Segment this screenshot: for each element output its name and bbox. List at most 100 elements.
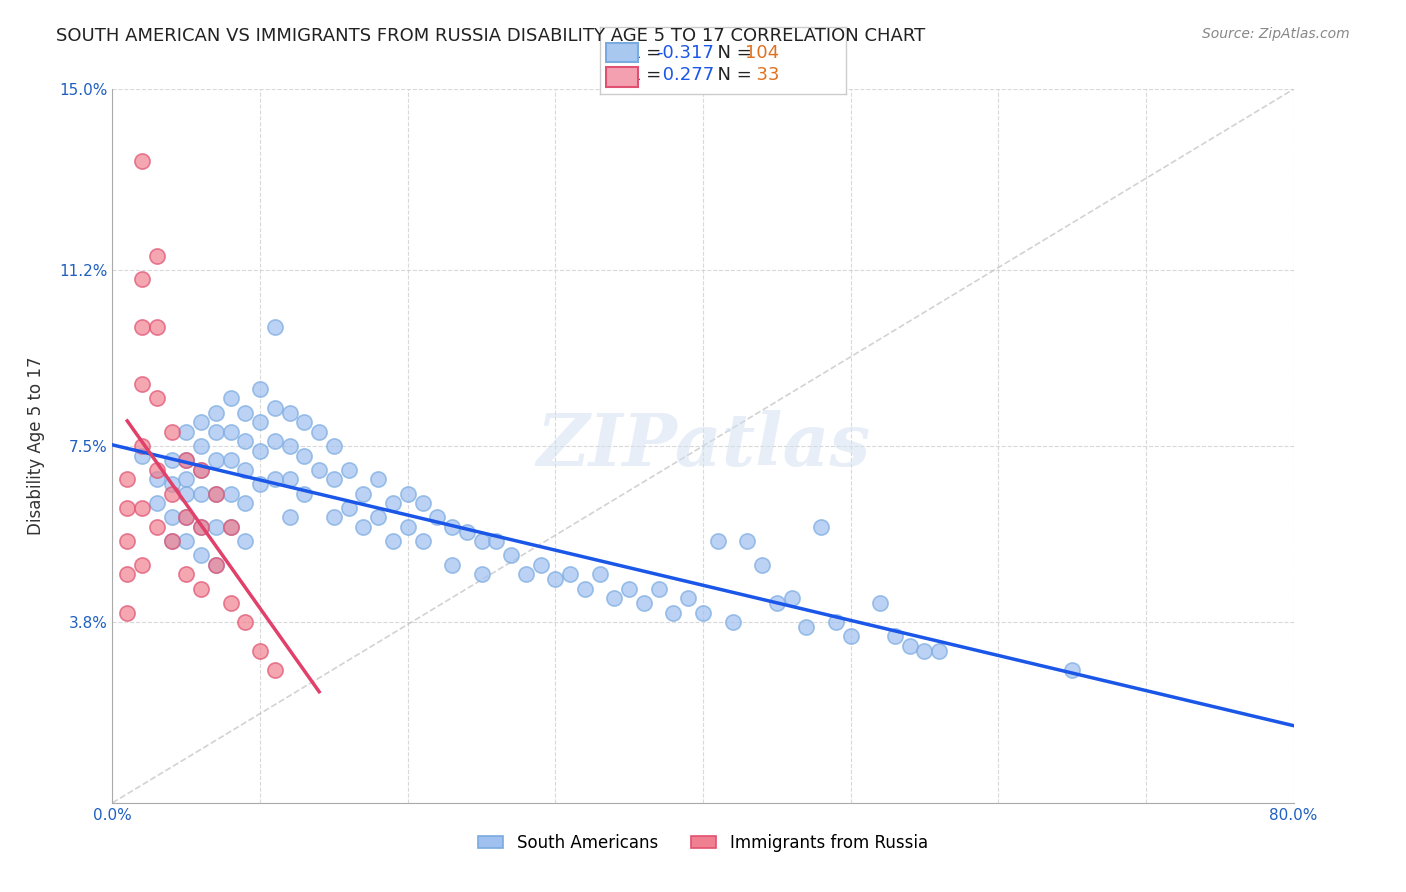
Text: 33: 33 bbox=[745, 66, 780, 84]
Point bbox=[160, 510, 183, 524]
Point bbox=[219, 486, 242, 500]
Point bbox=[558, 567, 582, 582]
Point bbox=[411, 534, 433, 549]
Point bbox=[160, 477, 183, 491]
Point bbox=[367, 472, 389, 486]
Point bbox=[174, 510, 197, 524]
Point bbox=[898, 639, 921, 653]
Point bbox=[1062, 663, 1084, 677]
Point bbox=[174, 567, 197, 582]
Text: SOUTH AMERICAN VS IMMIGRANTS FROM RUSSIA DISABILITY AGE 5 TO 17 CORRELATION CHAR: SOUTH AMERICAN VS IMMIGRANTS FROM RUSSIA… bbox=[56, 27, 925, 45]
FancyBboxPatch shape bbox=[606, 67, 638, 87]
Point bbox=[751, 558, 773, 572]
Point bbox=[278, 439, 301, 453]
Point bbox=[796, 620, 818, 634]
Point bbox=[174, 425, 197, 439]
Point bbox=[205, 486, 228, 500]
Point bbox=[824, 615, 846, 629]
Point bbox=[501, 549, 523, 563]
Point bbox=[411, 496, 433, 510]
Point bbox=[619, 582, 641, 596]
Point bbox=[190, 486, 212, 500]
Point bbox=[441, 558, 464, 572]
Point bbox=[160, 534, 183, 549]
Point bbox=[205, 558, 228, 572]
Point bbox=[292, 449, 315, 463]
Text: ZIPatlas: ZIPatlas bbox=[536, 410, 870, 482]
Point bbox=[352, 520, 374, 534]
Point bbox=[131, 500, 153, 515]
Point bbox=[264, 401, 287, 415]
Point bbox=[308, 425, 330, 439]
Point bbox=[264, 663, 287, 677]
Text: N =: N = bbox=[706, 66, 758, 84]
Point bbox=[367, 510, 389, 524]
Point bbox=[264, 472, 287, 486]
Point bbox=[233, 434, 256, 449]
Y-axis label: Disability Age 5 to 17: Disability Age 5 to 17 bbox=[27, 357, 45, 535]
Point bbox=[603, 591, 626, 606]
Point bbox=[308, 463, 330, 477]
Point bbox=[323, 510, 346, 524]
Point bbox=[160, 486, 183, 500]
Point bbox=[205, 453, 228, 467]
Point bbox=[292, 415, 315, 429]
Point bbox=[766, 596, 789, 610]
FancyBboxPatch shape bbox=[606, 43, 638, 62]
Point bbox=[544, 572, 567, 586]
Point bbox=[323, 439, 346, 453]
Point bbox=[146, 392, 169, 406]
Point bbox=[323, 472, 346, 486]
Point bbox=[174, 486, 197, 500]
Point bbox=[485, 534, 508, 549]
Point bbox=[456, 524, 478, 539]
Point bbox=[146, 463, 169, 477]
Point bbox=[382, 534, 405, 549]
Point bbox=[146, 496, 169, 510]
Point bbox=[647, 582, 671, 596]
Point bbox=[190, 463, 212, 477]
Point bbox=[160, 425, 183, 439]
Point bbox=[190, 463, 212, 477]
Point bbox=[205, 558, 228, 572]
Point bbox=[117, 567, 138, 582]
Point bbox=[839, 629, 862, 643]
Point bbox=[914, 643, 936, 657]
Point bbox=[131, 320, 153, 334]
Point bbox=[721, 615, 744, 629]
Point bbox=[249, 477, 271, 491]
Point bbox=[529, 558, 551, 572]
Point bbox=[515, 567, 537, 582]
Point bbox=[426, 510, 449, 524]
Point bbox=[737, 534, 759, 549]
Point bbox=[117, 534, 138, 549]
Point bbox=[382, 496, 405, 510]
Point bbox=[278, 510, 301, 524]
Point bbox=[174, 453, 197, 467]
Point bbox=[131, 439, 153, 453]
Text: N =: N = bbox=[706, 44, 758, 62]
Point bbox=[205, 406, 228, 420]
Point bbox=[233, 496, 256, 510]
Point bbox=[117, 500, 138, 515]
Point bbox=[174, 510, 197, 524]
Point bbox=[337, 500, 360, 515]
Point bbox=[249, 443, 271, 458]
Point bbox=[352, 486, 374, 500]
Point bbox=[131, 449, 153, 463]
Point bbox=[131, 558, 153, 572]
Point bbox=[678, 591, 700, 606]
Point bbox=[278, 472, 301, 486]
Point bbox=[884, 629, 907, 643]
Point bbox=[233, 615, 256, 629]
Text: R =: R = bbox=[628, 66, 668, 84]
Point bbox=[588, 567, 610, 582]
Point bbox=[160, 534, 183, 549]
Legend: South Americans, Immigrants from Russia: South Americans, Immigrants from Russia bbox=[471, 828, 935, 859]
Point bbox=[219, 453, 242, 467]
Point bbox=[146, 320, 169, 334]
Point bbox=[131, 153, 153, 168]
Point bbox=[131, 272, 153, 286]
Point bbox=[174, 534, 197, 549]
Text: R =: R = bbox=[628, 44, 668, 62]
